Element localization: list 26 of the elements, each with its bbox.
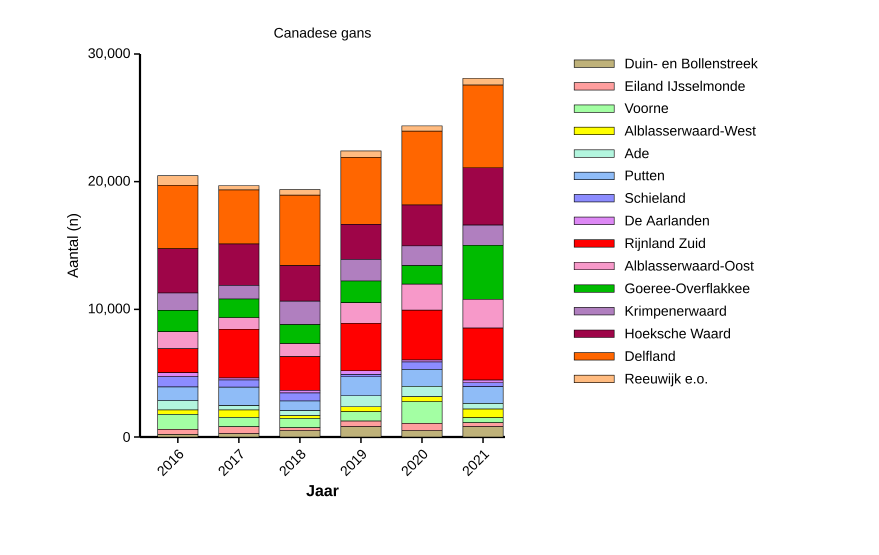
legend-label: Alblasserwaard-Oost	[624, 260, 754, 271]
y-axis-title: Aantal (n)	[67, 214, 81, 278]
legend-label: Ade	[624, 148, 649, 158]
legend-label: Rijnland Zuid	[626, 238, 705, 251]
bar	[462, 426, 504, 437]
legend-label: Alblasserwaard-West	[624, 125, 756, 136]
legend-label: Schieland	[625, 192, 685, 203]
legend-label: Reeuwijk e.o.	[626, 373, 707, 386]
y-tick-label: 30,000	[88, 48, 130, 60]
legend-label: Delfland	[626, 350, 675, 362]
legend-label: Hoeksche Waard	[626, 328, 730, 338]
legend-label: Goeree-Overflakkee	[625, 283, 750, 294]
legend-label: Krimpenerwaard	[626, 306, 726, 319]
chart-title: Canadese gans	[274, 27, 371, 40]
x-axis-title: Jaar	[306, 485, 339, 496]
legend-label: Eiland IJsselmonde	[626, 80, 745, 92]
legend-label: De Aarlanden	[626, 215, 709, 226]
bar	[157, 414, 198, 430]
y-tick-label: 20,000	[88, 176, 130, 188]
bar	[340, 426, 382, 437]
legend-label: Putten	[626, 170, 664, 180]
legend-label: Duin- en Bollenstreek	[626, 58, 758, 68]
y-tick-label: 10,000	[88, 304, 130, 316]
bar	[279, 418, 320, 428]
y-tick-label: 0	[123, 432, 130, 442]
legend-label: Voorne	[624, 103, 668, 114]
